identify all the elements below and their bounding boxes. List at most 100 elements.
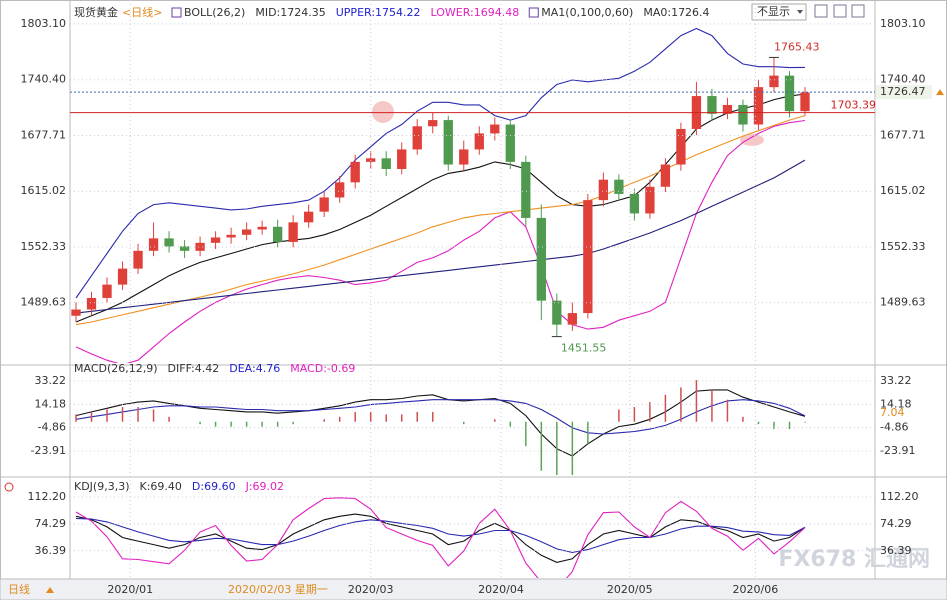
legend-box — [528, 7, 539, 18]
candle-body — [272, 226, 283, 242]
tool-icon[interactable] — [833, 4, 847, 18]
low-annotation: 1451.55 — [561, 342, 607, 355]
y-tick-label: 1552.33 — [21, 240, 67, 253]
candle-body — [614, 179, 624, 194]
candle-body — [660, 164, 671, 187]
candle-body — [459, 149, 469, 165]
candle-body — [335, 182, 345, 198]
highlight — [372, 101, 394, 123]
candle-body — [474, 133, 484, 150]
tool-icon[interactable] — [814, 4, 828, 18]
indicator-line — [75, 497, 806, 578]
y-tick-label: -4.86 — [38, 421, 66, 434]
legend-item: UPPER:1754.22 — [336, 6, 421, 19]
candle-body — [784, 75, 795, 112]
y-tick-label: -23.91 — [31, 444, 66, 457]
candle-body — [722, 104, 733, 114]
candle-body — [381, 158, 391, 169]
candle-body — [645, 186, 655, 214]
y-tick-label: 1677.71 — [21, 128, 67, 141]
indicator-line — [75, 399, 806, 435]
candle-body — [738, 104, 748, 125]
candle-body — [629, 193, 640, 214]
x-tick-label: 2020/04 — [478, 583, 524, 596]
candle-body — [304, 211, 314, 223]
plot-area — [71, 27, 810, 363]
y-tick-label: 36.39 — [35, 544, 67, 557]
hide-button[interactable] — [751, 3, 807, 21]
x-tick-label: 2020/05 — [607, 583, 653, 596]
y-tick-label-right: 1489.63 — [880, 296, 926, 309]
candle-body — [86, 297, 97, 310]
last-price-arrow — [936, 89, 944, 96]
period: <日线> — [122, 5, 162, 19]
candle-body — [753, 87, 764, 125]
plot-area — [75, 380, 806, 475]
candle-body — [226, 234, 236, 238]
legend-box — [171, 7, 182, 18]
y-tick-label-right: 1552.33 — [880, 240, 926, 253]
candle-body — [443, 120, 453, 165]
candle-body — [536, 217, 546, 301]
y-tick-label: 112.20 — [28, 490, 67, 503]
high-annotation: 1765.43 — [774, 40, 820, 53]
legend-item: D:69.60 — [192, 480, 236, 493]
candle-body — [567, 313, 577, 325]
settings-icon[interactable] — [4, 482, 14, 492]
candle-body — [288, 222, 298, 242]
legend-item: K:69.40 — [140, 480, 182, 493]
legend-item: MA0:1726.4 — [643, 6, 709, 19]
candle-body — [800, 92, 810, 112]
candle-body — [397, 149, 407, 169]
candle-body — [428, 120, 438, 127]
candle-body — [505, 124, 515, 162]
candle-body — [598, 179, 609, 201]
y-tick-label-right: -4.86 — [880, 421, 908, 434]
indicator-line — [75, 27, 806, 299]
candle-body — [257, 226, 267, 230]
y-tick-label-right: 74.29 — [880, 517, 912, 530]
legend-item: MACD:-0.69 — [290, 362, 355, 375]
hide-label[interactable]: 不显示 — [757, 5, 790, 18]
indicator-line — [75, 389, 806, 457]
y-tick-label-right: 1740.40 — [880, 73, 926, 86]
candle-body — [521, 161, 531, 218]
y-tick-label-right: -23.91 — [880, 444, 915, 457]
time-bar — [0, 578, 947, 600]
candle-body — [583, 200, 593, 314]
candle-body — [552, 300, 562, 325]
candle-body — [164, 238, 174, 247]
last-price-box — [876, 85, 932, 100]
y-tick-label-right: 1803.10 — [880, 17, 926, 30]
candle-body — [412, 126, 422, 150]
candle-body — [350, 161, 360, 183]
candle-body — [707, 96, 717, 114]
candle-body — [148, 238, 159, 251]
candle-body — [769, 75, 779, 88]
indicator-line — [75, 513, 806, 563]
candle-body — [102, 284, 112, 298]
candle-body — [241, 229, 252, 235]
y-tick-label-right: 33.22 — [880, 374, 912, 387]
candle-body — [179, 246, 190, 251]
legend-item: DIFF:4.42 — [168, 362, 220, 375]
y-tick-label-right: 112.20 — [880, 490, 919, 503]
y-tick-label: 33.22 — [35, 374, 67, 387]
y-tick-label: 1803.10 — [21, 17, 67, 30]
candle-body — [71, 309, 81, 316]
candle-body — [117, 268, 128, 285]
indicator-line — [75, 115, 806, 326]
indicator-line — [75, 119, 806, 363]
period-arrow[interactable] — [46, 587, 54, 593]
indicator-line — [75, 517, 806, 554]
title: 现货黄金 — [74, 5, 118, 19]
tool-icon[interactable] — [851, 4, 865, 18]
legend-item: DEA:4.76 — [229, 362, 280, 375]
candle-body — [490, 124, 500, 134]
y-tick-label: 14.18 — [35, 397, 67, 410]
x-tick-label: 2020/03 — [348, 583, 394, 596]
level-label: 1703.39 — [831, 99, 877, 112]
dropdown-icon[interactable] — [797, 10, 803, 14]
indicator-line — [75, 159, 806, 314]
period-switch[interactable]: 日线 — [8, 582, 30, 596]
